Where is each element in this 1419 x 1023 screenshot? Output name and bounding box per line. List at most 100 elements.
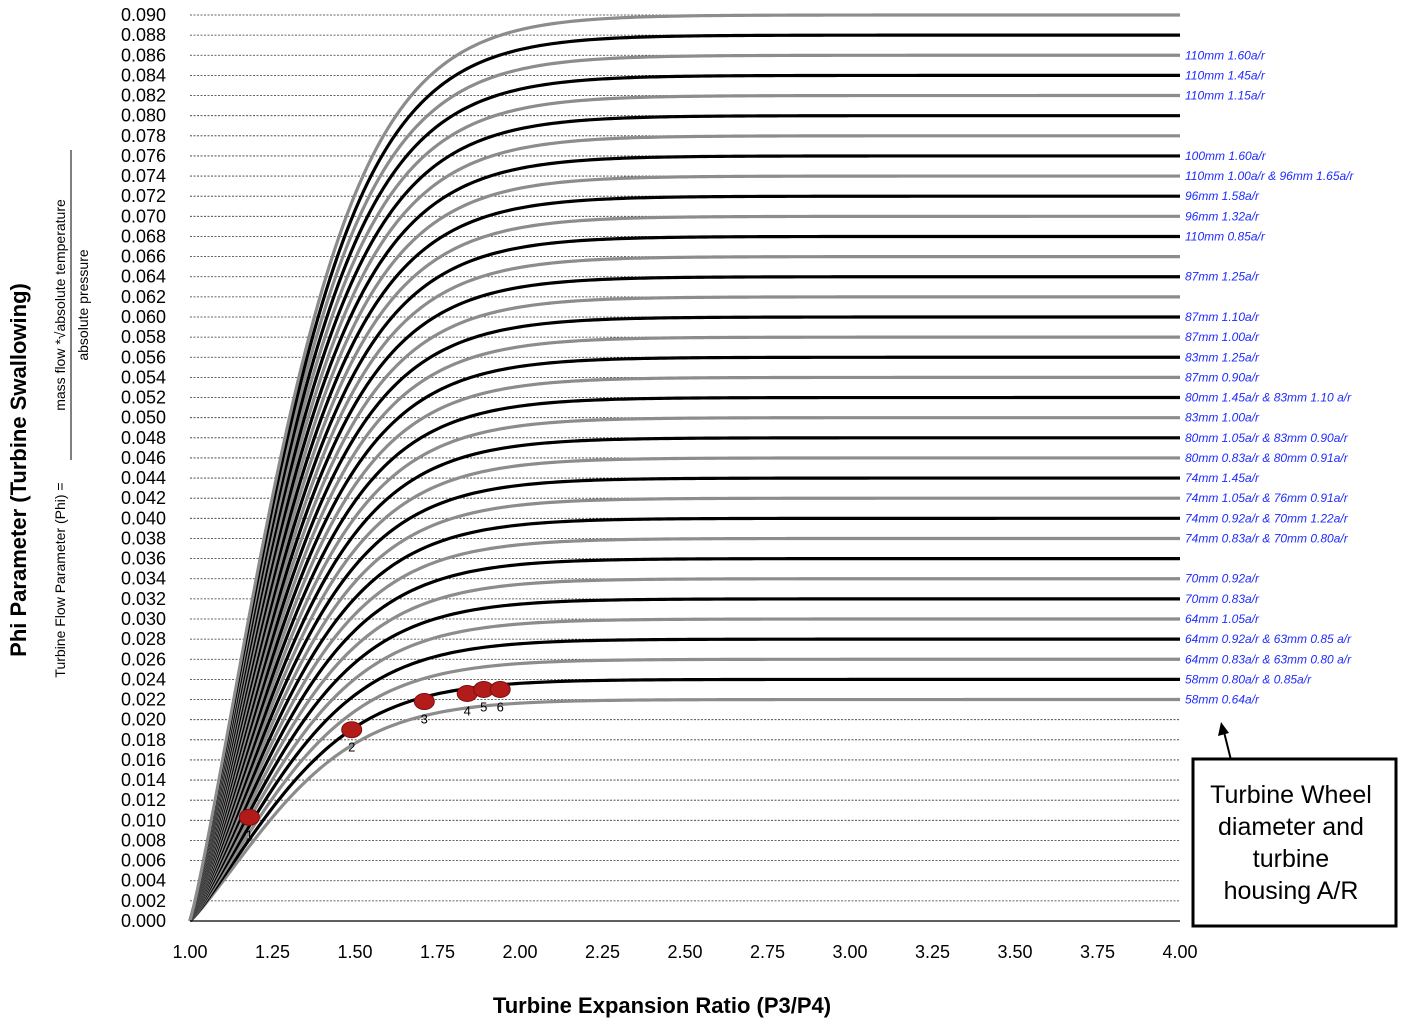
- y-tick-label: 0.036: [121, 549, 166, 569]
- y-tick-label: 0.062: [121, 287, 166, 307]
- flow-curve: [188, 597, 1180, 922]
- operating-point-label: 2: [348, 740, 355, 755]
- y-tick-label: 0.030: [121, 609, 166, 629]
- flow-curve: [188, 416, 1180, 922]
- curve-label: 83mm 1.00a/r: [1185, 411, 1260, 425]
- flow-curve: [188, 476, 1180, 922]
- flow-curve: [188, 496, 1180, 922]
- x-tick-label: 2.25: [585, 942, 620, 962]
- flow-curve: [188, 255, 1180, 922]
- y-axis-ticks: 0.0000.0020.0040.0060.0080.0100.0120.014…: [121, 5, 166, 931]
- operating-point-label: 1: [246, 827, 253, 842]
- y-axis-formula: Turbine Flow Parameter (Phi) = mass flow…: [52, 150, 91, 678]
- formula-numerator: mass flow *√absolute temperature: [52, 199, 68, 411]
- y-tick-label: 0.068: [121, 226, 166, 246]
- curve-label: 64mm 0.83a/r & 63mm 0.80 a/r: [1185, 652, 1352, 666]
- y-tick-label: 0.054: [121, 367, 166, 387]
- x-tick-label: 3.25: [915, 942, 950, 962]
- y-tick-label: 0.012: [121, 790, 166, 810]
- flow-curve: [188, 275, 1180, 922]
- curve-labels: 110mm 1.60a/r 110mm 1.45a/r 110mm 1.15a/r 1…: [1185, 48, 1355, 706]
- y-tick-label: 0.028: [121, 629, 166, 649]
- y-tick-label: 0.060: [121, 307, 166, 327]
- y-tick-label: 0.074: [121, 166, 166, 186]
- curve-label: 87mm 1.00a/r: [1185, 330, 1260, 344]
- flow-curve: [188, 154, 1180, 922]
- y-tick-label: 0.044: [121, 468, 166, 488]
- curve-label: 87mm 1.25a/r: [1185, 270, 1260, 284]
- y-tick-label: 0.042: [121, 488, 166, 508]
- curve-label: 110mm 1.15a/r: [1185, 89, 1266, 103]
- y-tick-label: 0.008: [121, 830, 166, 850]
- operating-point-label: 3: [421, 712, 428, 727]
- annotation-line-3: turbine: [1253, 845, 1329, 873]
- x-tick-label: 2.75: [750, 942, 785, 962]
- x-tick-label: 1.00: [172, 942, 207, 962]
- y-tick-label: 0.000: [121, 911, 166, 931]
- flow-curve: [188, 33, 1180, 922]
- y-tick-label: 0.058: [121, 327, 166, 347]
- annotation-arrow-head: [1218, 722, 1229, 736]
- y-tick-label: 0.046: [121, 448, 166, 468]
- flow-curve: [188, 335, 1180, 922]
- y-tick-label: 0.066: [121, 247, 166, 267]
- curve-label: 74mm 1.05a/r & 76mm 0.91a/r: [1185, 491, 1349, 505]
- x-tick-label: 2.50: [667, 942, 702, 962]
- annotation-line-2: diameter and: [1218, 813, 1364, 841]
- y-axis-label: Phi Parameter (Turbine Swallowing): [6, 283, 31, 657]
- y-tick-label: 0.078: [121, 126, 166, 146]
- flow-curve: [188, 395, 1180, 922]
- curve-label: 110mm 1.45a/r: [1185, 68, 1266, 82]
- y-tick-label: 0.064: [121, 267, 166, 287]
- curve-label: 96mm 1.58a/r: [1185, 189, 1260, 203]
- x-axis-label: Turbine Expansion Ratio (P3/P4): [493, 993, 831, 1018]
- flow-curve: [188, 577, 1180, 922]
- flow-curve: [188, 436, 1180, 922]
- data-points: 1 2 3 4 5 6: [238, 680, 511, 842]
- curve-label: 58mm 0.64a/r: [1185, 693, 1260, 707]
- flow-curve: [188, 375, 1180, 922]
- y-tick-label: 0.090: [121, 5, 166, 25]
- y-tick-label: 0.048: [121, 428, 166, 448]
- y-tick-label: 0.084: [121, 65, 166, 85]
- flow-curve: [188, 557, 1180, 922]
- curve-label: 70mm 0.92a/r: [1185, 572, 1260, 586]
- y-tick-label: 0.034: [121, 569, 166, 589]
- flow-curve: [188, 114, 1180, 922]
- x-tick-label: 1.50: [337, 942, 372, 962]
- flow-curve: [188, 73, 1180, 922]
- annotation-line-4: housing A/R: [1224, 877, 1359, 905]
- flow-curve: [188, 637, 1180, 923]
- curve-label: 96mm 1.32a/r: [1185, 209, 1260, 223]
- curve-label: 80mm 0.83a/r & 80mm 0.91a/r: [1185, 451, 1349, 465]
- flow-curve: [188, 214, 1180, 922]
- annotation: Turbine Wheel diameter and turbine housi…: [1191, 722, 1398, 928]
- flow-curve: [188, 315, 1180, 922]
- operating-point-label: 6: [497, 699, 504, 714]
- x-tick-label: 1.25: [255, 942, 290, 962]
- flow-curve: [188, 234, 1180, 922]
- curve-label: 87mm 1.10a/r: [1185, 310, 1260, 324]
- y-tick-label: 0.026: [121, 649, 166, 669]
- flow-curve: [188, 295, 1180, 922]
- operating-point: [238, 808, 260, 826]
- y-tick-label: 0.088: [121, 25, 166, 45]
- curve-label: 74mm 0.83a/r & 70mm 0.80a/r: [1185, 531, 1349, 545]
- curve-label: 64mm 1.05a/r: [1185, 612, 1260, 626]
- operating-point: [413, 693, 435, 711]
- y-tick-label: 0.082: [121, 86, 166, 106]
- annotation-arrow-line: [1223, 731, 1232, 761]
- curve-label: 83mm 1.25a/r: [1185, 350, 1260, 364]
- curve-label: 58mm 0.80a/r & 0.85a/r: [1185, 672, 1312, 686]
- y-tick-label: 0.014: [121, 770, 166, 790]
- operating-point-label: 4: [464, 703, 471, 718]
- flow-curve: [188, 13, 1180, 922]
- flow-curve: [188, 93, 1180, 922]
- curve-label: 110mm 1.60a/r: [1185, 48, 1266, 62]
- y-tick-label: 0.050: [121, 408, 166, 428]
- x-tick-label: 2.00: [502, 942, 537, 962]
- curve-label: 80mm 1.45a/r & 83mm 1.10 a/r: [1185, 391, 1352, 405]
- y-tick-label: 0.072: [121, 186, 166, 206]
- x-tick-label: 3.75: [1080, 942, 1115, 962]
- y-tick-label: 0.052: [121, 388, 166, 408]
